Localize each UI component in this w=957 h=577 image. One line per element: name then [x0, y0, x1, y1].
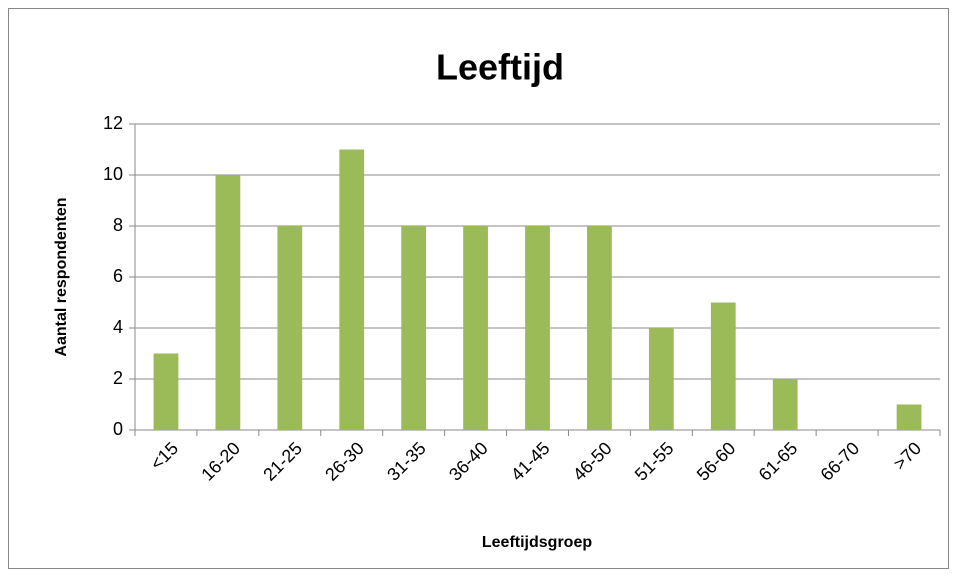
bar — [772, 379, 798, 430]
bar — [339, 149, 365, 430]
bar — [710, 302, 736, 430]
y-tick-label: 10 — [103, 164, 123, 184]
y-tick-label: 2 — [113, 368, 123, 388]
bar — [401, 226, 427, 430]
bar — [153, 353, 179, 430]
bar — [277, 226, 303, 430]
y-tick-label: 12 — [103, 113, 123, 133]
bar — [587, 226, 612, 430]
y-tick-label: 0 — [113, 419, 123, 439]
x-axis-title: Leeftijdsgroep — [482, 534, 592, 551]
y-tick-label: 6 — [113, 266, 123, 286]
bar — [648, 328, 674, 430]
bar — [525, 226, 550, 430]
bar — [463, 226, 488, 430]
bar — [215, 175, 241, 430]
y-axis-title: Aantal respondenten — [53, 197, 70, 356]
chart-title: Leeftijd — [436, 47, 564, 88]
bar — [896, 404, 922, 430]
y-tick-label: 4 — [113, 317, 123, 337]
y-tick-label: 8 — [113, 215, 123, 235]
